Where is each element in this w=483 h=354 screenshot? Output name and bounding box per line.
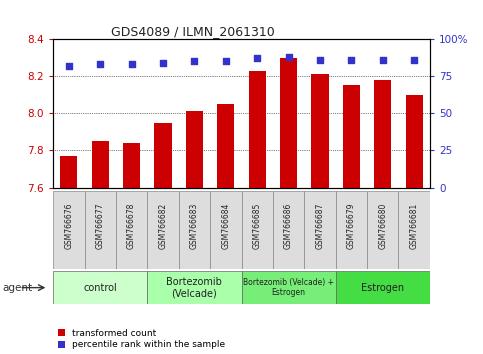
- Bar: [179, 191, 210, 269]
- Bar: [249, 70, 266, 188]
- Bar: [186, 112, 203, 188]
- Text: GSM766679: GSM766679: [347, 203, 356, 249]
- Bar: [304, 191, 336, 269]
- Bar: [273, 191, 304, 269]
- Bar: [336, 191, 367, 269]
- Text: GSM766687: GSM766687: [315, 203, 325, 249]
- Bar: [336, 271, 430, 304]
- Point: [159, 60, 167, 65]
- Bar: [280, 57, 297, 188]
- Bar: [242, 271, 336, 304]
- Bar: [92, 141, 109, 188]
- Point: [222, 58, 230, 64]
- Text: GSM766681: GSM766681: [410, 203, 419, 249]
- Text: GSM766676: GSM766676: [64, 203, 73, 249]
- Text: agent: agent: [2, 282, 32, 293]
- Bar: [374, 80, 391, 188]
- Bar: [217, 104, 234, 188]
- Bar: [242, 191, 273, 269]
- Text: GSM766686: GSM766686: [284, 203, 293, 249]
- Text: GSM766683: GSM766683: [190, 203, 199, 249]
- Point: [128, 61, 135, 67]
- Text: GSM766682: GSM766682: [158, 203, 168, 249]
- Point: [253, 56, 261, 61]
- Text: GSM766680: GSM766680: [378, 203, 387, 249]
- Bar: [210, 191, 242, 269]
- Bar: [123, 143, 140, 188]
- Bar: [147, 271, 242, 304]
- Point: [65, 63, 73, 69]
- Bar: [53, 271, 147, 304]
- Point: [285, 54, 293, 59]
- Bar: [53, 191, 85, 269]
- Text: Bortezomib (Velcade) +
Estrogen: Bortezomib (Velcade) + Estrogen: [243, 278, 334, 297]
- Bar: [155, 122, 171, 188]
- Text: Estrogen: Estrogen: [361, 282, 404, 293]
- Bar: [312, 74, 328, 188]
- Point: [411, 57, 418, 63]
- Bar: [343, 85, 360, 188]
- Bar: [60, 156, 77, 188]
- Text: GSM766685: GSM766685: [253, 203, 262, 249]
- Text: Bortezomib
(Velcade): Bortezomib (Velcade): [167, 277, 222, 298]
- Point: [348, 57, 355, 63]
- Point: [191, 58, 199, 64]
- Bar: [406, 95, 423, 188]
- Point: [379, 57, 387, 63]
- Point: [97, 61, 104, 67]
- Point: [316, 57, 324, 63]
- Bar: [147, 191, 179, 269]
- Text: GSM766677: GSM766677: [96, 203, 105, 249]
- Bar: [367, 191, 398, 269]
- Bar: [398, 191, 430, 269]
- Legend: transformed count, percentile rank within the sample: transformed count, percentile rank withi…: [57, 329, 225, 349]
- Bar: [85, 191, 116, 269]
- Text: GSM766684: GSM766684: [221, 203, 230, 249]
- Text: GDS4089 / ILMN_2061310: GDS4089 / ILMN_2061310: [111, 25, 275, 38]
- Text: control: control: [84, 282, 117, 293]
- Text: GSM766678: GSM766678: [127, 203, 136, 249]
- Bar: [116, 191, 147, 269]
